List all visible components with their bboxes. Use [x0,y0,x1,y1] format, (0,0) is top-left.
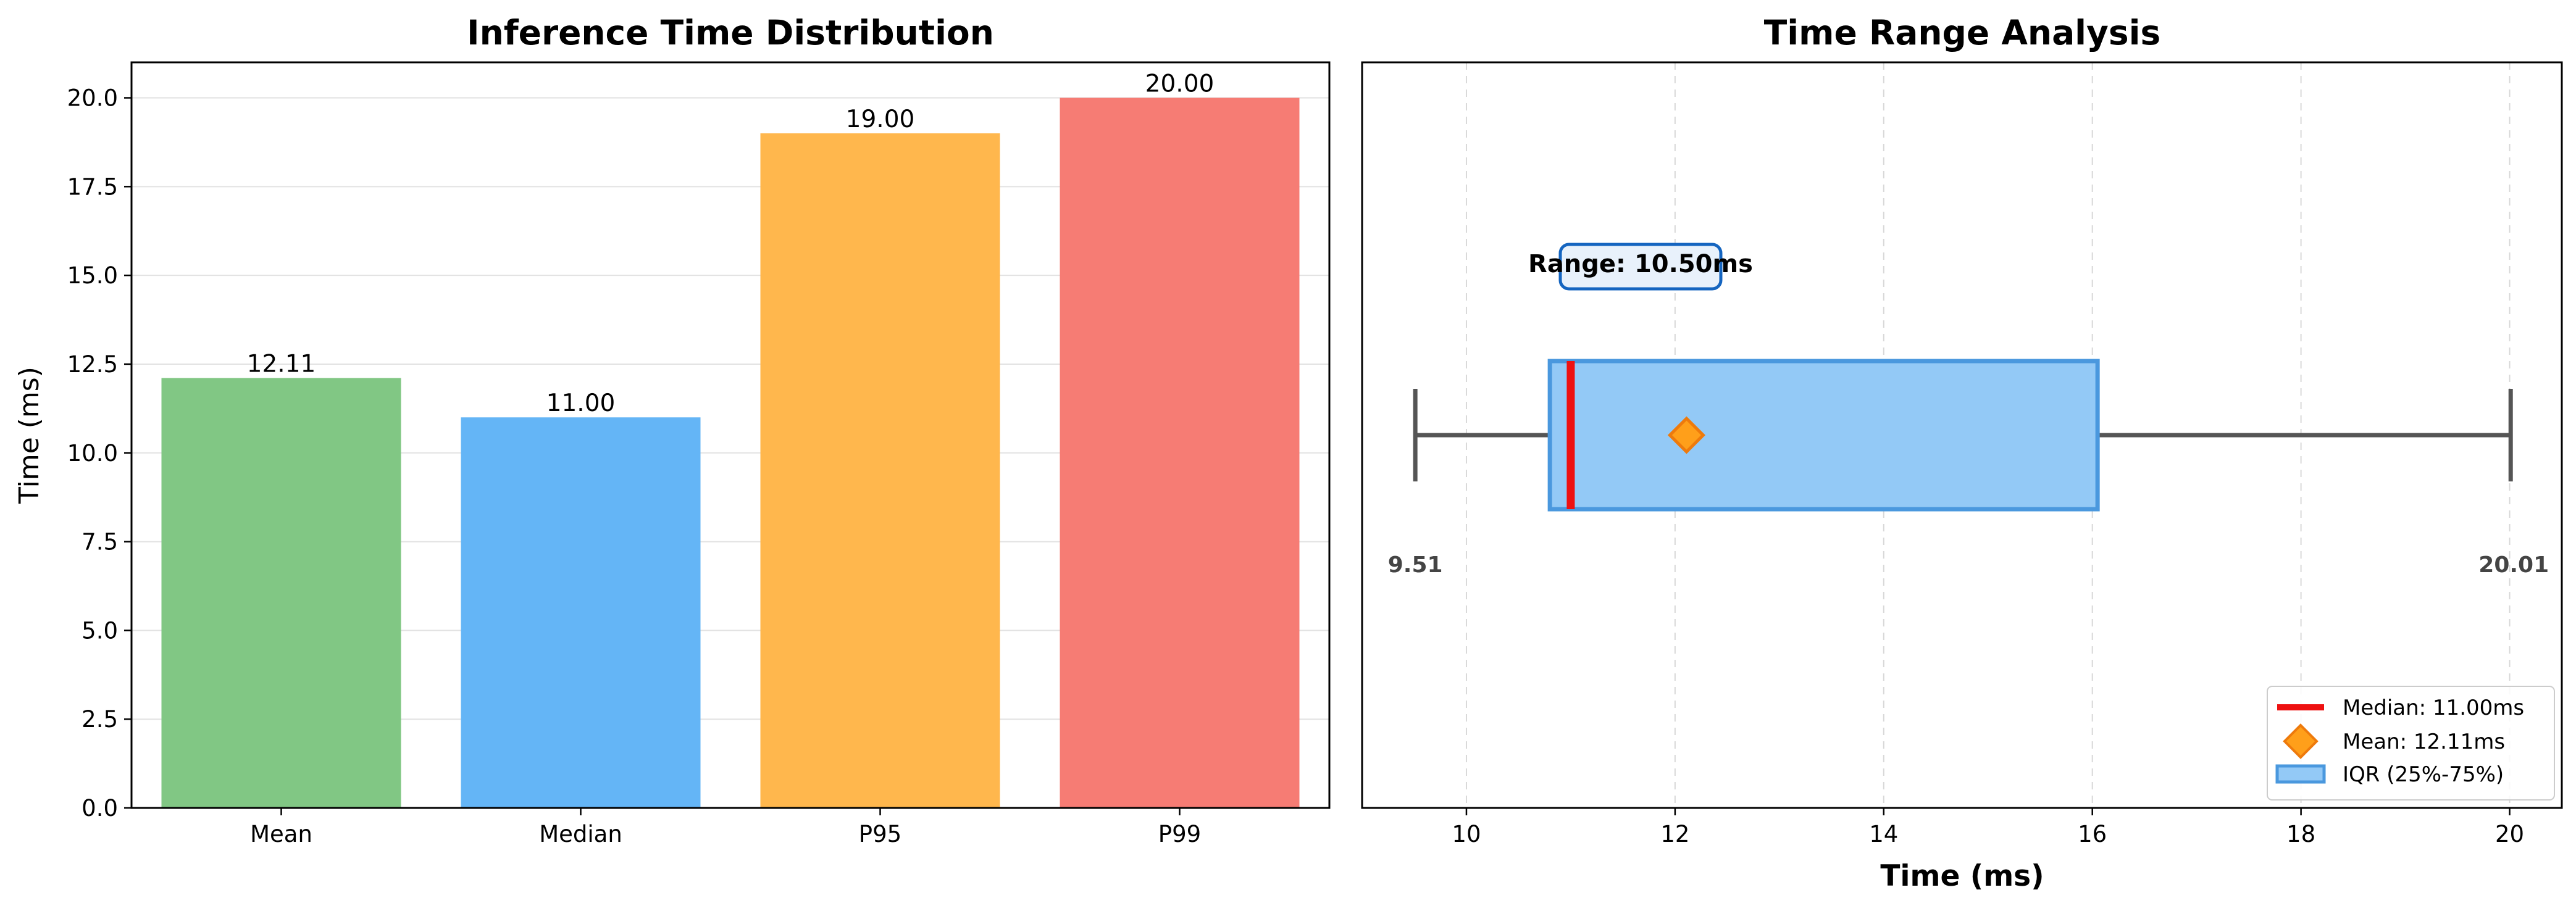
iqr-box [1547,359,2100,512]
range-annotation: Range: 10.50ms [1528,243,1753,291]
mean-marker [1667,416,1705,454]
range-chart-x-ticks: 10 12 14 16 18 20 [1452,808,2524,847]
x-tick-label: 16 [2078,821,2107,847]
x-tick-label: Median [539,821,622,847]
bar-value-label: 20.00 [1145,70,1215,98]
bar-p95 [760,133,1000,809]
legend: Median: 11.00ms Mean: 12.11ms IQR (25%-7… [2267,686,2555,801]
x-tick-label: 18 [2286,821,2315,847]
x-tick-label: 12 [1660,821,1689,847]
legend-frame [2267,686,2555,801]
range-chart-x-axis-label: Time (ms) [1880,859,2044,893]
x-tick-label: P95 [859,821,901,847]
bar-p99 [1060,98,1300,808]
range-chart-title: Time Range Analysis [1764,13,2160,52]
bar-chart-y-axis-label: Time (ms) [14,367,45,504]
x-tick-label: 20 [2495,821,2524,847]
bar-series: 12.11 11.00 19.00 20.00 [161,70,1300,809]
y-tick-label: 2.5 [82,706,118,733]
range-annotation-text: Range: 10.50ms [1528,250,1753,278]
y-tick-label: 12.5 [67,351,118,378]
y-tick-label: 7.5 [82,529,118,555]
y-tick-label: 10.0 [67,440,118,467]
y-tick-label: 15.0 [67,262,118,289]
y-tick-label: 0.0 [82,795,118,822]
min-value-label: 9.51 [1388,552,1443,578]
bar-chart-plot-frame [130,61,1331,809]
x-tick-label: Mean [250,821,312,847]
box-plot: 9.51 20.01 [1388,359,2549,578]
legend-iqr-label: IQR (25%-75%) [2343,762,2504,787]
y-tick-label: 20.0 [67,85,118,112]
y-tick-label: 17.5 [67,173,118,200]
bar-value-label: 19.00 [846,106,915,133]
x-tick-label: P99 [1158,821,1201,847]
x-tick-label: 14 [1869,821,1898,847]
bar-mean [161,378,401,808]
bar-value-label: 12.11 [247,350,316,378]
bar-chart-y-ticks: 0.0 2.5 5.0 7.5 10.0 12.5 15.0 17.5 20.0 [67,85,132,822]
bar-chart-title: Inference Time Distribution [467,13,994,52]
legend-mean-label: Mean: 12.11ms [2343,730,2505,754]
legend-mean-swatch [2283,723,2319,759]
legend-iqr-swatch [2275,764,2326,784]
bar-value-label: 11.00 [546,389,616,417]
x-tick-label: 10 [1452,821,1481,847]
range-annotation-box [1558,243,1723,291]
range-chart-plot-frame [1361,61,2563,809]
bar-chart: Inference Time Distribution 12.11 11.00 19… [14,13,1331,847]
bar-median [461,417,701,808]
bar-chart-x-ticks: Mean Median P95 P99 [250,808,1201,847]
max-value-label: 20.01 [2478,552,2549,578]
range-chart: Time Range Analysis 9.51 20.01 10 12 14 16 18… [1361,13,2563,893]
legend-median-label: Median: 11.00ms [2343,696,2524,720]
y-tick-label: 5.0 [82,617,118,644]
